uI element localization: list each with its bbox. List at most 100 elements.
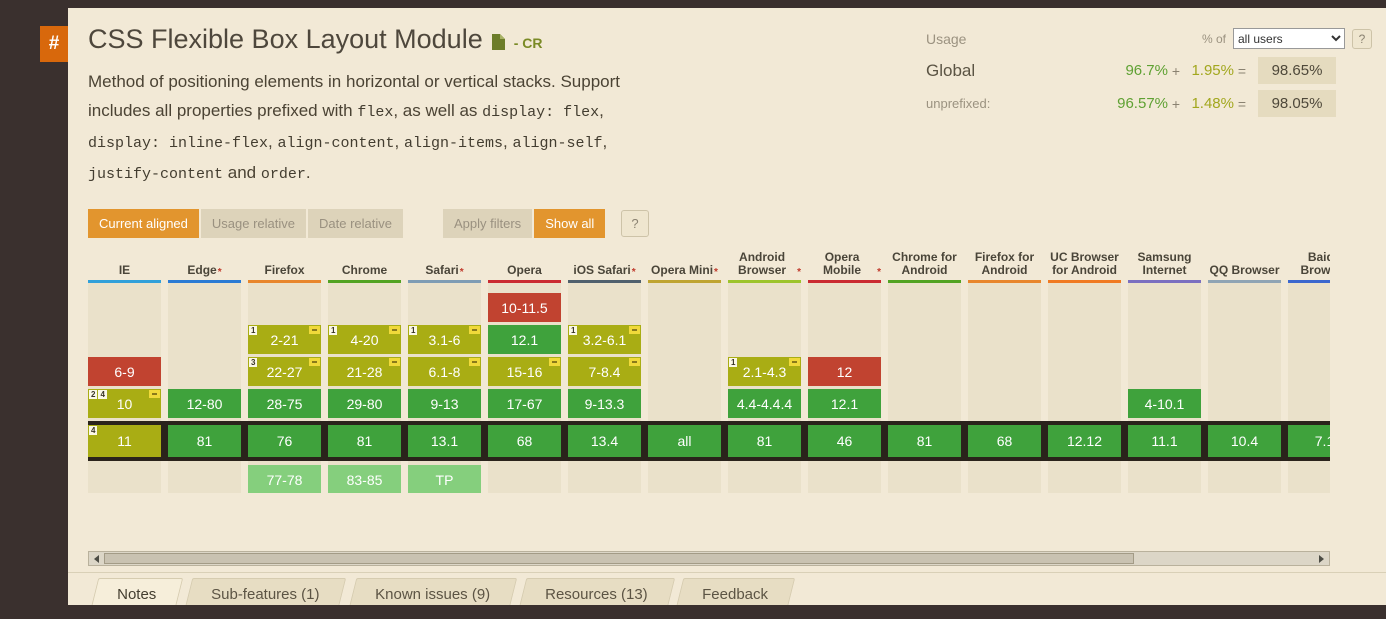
- support-table-columns: IE 6-9 2 4 10 4 11 Edge * 12-80 81 Firefox 1 2-21 3 22-…: [88, 252, 1330, 493]
- scrollbar-left-arrow[interactable]: [89, 552, 104, 565]
- support-cell-firefox-22-27[interactable]: 3 22-27: [248, 357, 321, 386]
- support-cell-edge-12-80[interactable]: 12-80: [168, 389, 241, 418]
- support-cell-firefox-76[interactable]: 76: [248, 425, 321, 457]
- support-cell-edge-81[interactable]: 81: [168, 425, 241, 457]
- support-cell-safari-13.1[interactable]: 13.1: [408, 425, 481, 457]
- support-cell-chrome-21-28[interactable]: 21-28: [328, 357, 401, 386]
- browser-header-firefox-for-android[interactable]: Firefox for Android: [968, 252, 1041, 280]
- support-cell-opera-mobile-46[interactable]: 46: [808, 425, 881, 457]
- browser-header-edge[interactable]: Edge *: [168, 252, 241, 280]
- version-range: 10.4: [1230, 433, 1259, 449]
- browser-header-baidu-browser[interactable]: Baidu Browser: [1288, 252, 1330, 280]
- support-cell-ios-safari-13.4[interactable]: 13.4: [568, 425, 641, 457]
- scrollbar-thumb[interactable]: [104, 553, 1134, 564]
- usage-relative-button[interactable]: Usage relative: [200, 209, 306, 238]
- support-cell-firefox-77-78[interactable]: 77-78: [248, 465, 321, 493]
- empty-slot: [808, 465, 881, 493]
- scrollbar-right-arrow[interactable]: [1314, 552, 1329, 565]
- feature-header: CSS Flexible Box Layout Module - CR Usag…: [68, 8, 1386, 117]
- empty-slot: [648, 357, 721, 389]
- equals-sign: =: [1237, 62, 1247, 79]
- support-cell-samsung-internet-11.1[interactable]: 11.1: [1128, 425, 1201, 457]
- audience-select[interactable]: all users: [1233, 28, 1345, 49]
- support-cell-android-browser-4.4-4.4.4[interactable]: 4.4-4.4.4: [728, 389, 801, 418]
- browser-header-chrome[interactable]: Chrome: [328, 252, 401, 280]
- browser-header-firefox[interactable]: Firefox: [248, 252, 321, 280]
- support-cell-android-browser-81[interactable]: 81: [728, 425, 801, 457]
- empty-slot: [1048, 465, 1121, 493]
- usage-help-button[interactable]: ?: [1352, 28, 1372, 49]
- tab-feedback[interactable]: Feedback: [674, 578, 796, 605]
- browser-column-cells: 81: [888, 283, 961, 493]
- tab-label: Notes: [117, 586, 157, 603]
- plus-sign: +: [1171, 95, 1181, 112]
- browser-header-ie[interactable]: IE: [88, 252, 161, 280]
- browser-column-edge: Edge * 12-80 81: [168, 252, 241, 493]
- horizontal-scrollbar[interactable]: [88, 551, 1330, 566]
- version-range: 12.12: [1066, 433, 1103, 449]
- support-cell-opera-68[interactable]: 68: [488, 425, 561, 457]
- version-range: 46: [836, 433, 853, 449]
- browser-header-android-browser[interactable]: Android Browser *: [728, 252, 801, 280]
- support-cell-safari-3.1-6[interactable]: 1 3.1-6: [408, 325, 481, 354]
- usage-prefixed-value: 1.48%: [1191, 95, 1234, 112]
- browser-header-opera[interactable]: Opera: [488, 252, 561, 280]
- support-cell-baidu-browser-7.1[interactable]: 7.1: [1288, 425, 1330, 457]
- browser-header-uc-browser-for-android[interactable]: UC Browser for Android: [1048, 252, 1121, 280]
- filters-help-button[interactable]: ?: [621, 210, 649, 237]
- apply-filters-button[interactable]: Apply filters: [442, 209, 533, 238]
- support-cell-uc-browser-for-android-12.12[interactable]: 12.12: [1048, 425, 1121, 457]
- support-cell-ios-safari-7-8.4[interactable]: 7-8.4: [568, 357, 641, 386]
- support-cell-qq-browser-10.4[interactable]: 10.4: [1208, 425, 1281, 457]
- tab-notes[interactable]: Notes: [89, 578, 184, 605]
- support-cell-opera-mobile-12.1[interactable]: 12.1: [808, 389, 881, 418]
- support-cell-safari-9-13[interactable]: 9-13: [408, 389, 481, 418]
- feature-text-span: ,: [394, 132, 404, 151]
- support-cell-firefox-2-21[interactable]: 1 2-21: [248, 325, 321, 354]
- support-cell-samsung-internet-4-10.1[interactable]: 4-10.1: [1128, 389, 1201, 418]
- support-cell-safari-TP[interactable]: TP: [408, 465, 481, 493]
- browser-header-samsung-internet[interactable]: Samsung Internet: [1128, 252, 1201, 280]
- support-cell-firefox-for-android-68[interactable]: 68: [968, 425, 1041, 457]
- browser-header-opera-mini[interactable]: Opera Mini *: [648, 252, 721, 280]
- support-cell-safari-6.1-8[interactable]: 6.1-8: [408, 357, 481, 386]
- support-cell-ie-11[interactable]: 4 11: [88, 425, 161, 457]
- support-cell-chrome-for-android-81[interactable]: 81: [888, 425, 961, 457]
- support-cell-ios-safari-9-13.3[interactable]: 9-13.3: [568, 389, 641, 418]
- permalink-button[interactable]: #: [40, 26, 68, 62]
- spec-status-badge[interactable]: - CR: [513, 34, 543, 51]
- support-cell-android-browser-2.1-4.3[interactable]: 1 2.1-4.3: [728, 357, 801, 386]
- current-aligned-button[interactable]: Current aligned: [88, 209, 199, 238]
- date-relative-button[interactable]: Date relative: [308, 209, 403, 238]
- usage-row-global: Global 96.7% + 1.95% = 98.65%: [926, 57, 1372, 84]
- browser-column-cells: 10.4: [1208, 283, 1281, 493]
- support-cell-opera-mobile-12[interactable]: 12: [808, 357, 881, 386]
- support-cell-chrome-81[interactable]: 81: [328, 425, 401, 457]
- support-cell-opera-mini-all[interactable]: all: [648, 425, 721, 457]
- browser-header-qq-browser[interactable]: QQ Browser: [1208, 252, 1281, 280]
- show-all-button[interactable]: Show all: [534, 209, 606, 238]
- support-cell-ie-6-9[interactable]: 6-9: [88, 357, 161, 386]
- support-cell-ie-10[interactable]: 2 4 10: [88, 389, 161, 418]
- note-marker-icon: [789, 358, 800, 366]
- tab-resources-13[interactable]: Resources (13): [517, 578, 675, 605]
- cell-slot: 9-13: [408, 389, 481, 421]
- support-cell-firefox-28-75[interactable]: 28-75: [248, 389, 321, 418]
- browser-header-safari[interactable]: Safari *: [408, 252, 481, 280]
- support-cell-opera-17-67[interactable]: 17-67: [488, 389, 561, 418]
- version-range: 81: [916, 433, 933, 449]
- browser-header-ios-safari[interactable]: iOS Safari *: [568, 252, 641, 280]
- browser-header-chrome-for-android[interactable]: Chrome for Android: [888, 252, 961, 280]
- tab-sub-features-1[interactable]: Sub-features (1): [183, 578, 347, 605]
- support-cell-opera-10-11.5[interactable]: 10-11.5: [488, 293, 561, 322]
- spec-document-icon[interactable]: [491, 33, 505, 50]
- support-cell-opera-15-16[interactable]: 15-16: [488, 357, 561, 386]
- tab-known-issues-9[interactable]: Known issues (9): [347, 578, 517, 605]
- support-cell-chrome-83-85[interactable]: 83-85: [328, 465, 401, 493]
- browser-header-opera-mobile[interactable]: Opera Mobile *: [808, 252, 881, 280]
- support-cell-chrome-4-20[interactable]: 1 4-20: [328, 325, 401, 354]
- support-cell-chrome-29-80[interactable]: 29-80: [328, 389, 401, 418]
- right-triangle-icon: [1319, 554, 1324, 563]
- support-cell-ios-safari-3.2-6.1[interactable]: 1 3.2-6.1: [568, 325, 641, 354]
- support-cell-opera-12.1[interactable]: 12.1: [488, 325, 561, 354]
